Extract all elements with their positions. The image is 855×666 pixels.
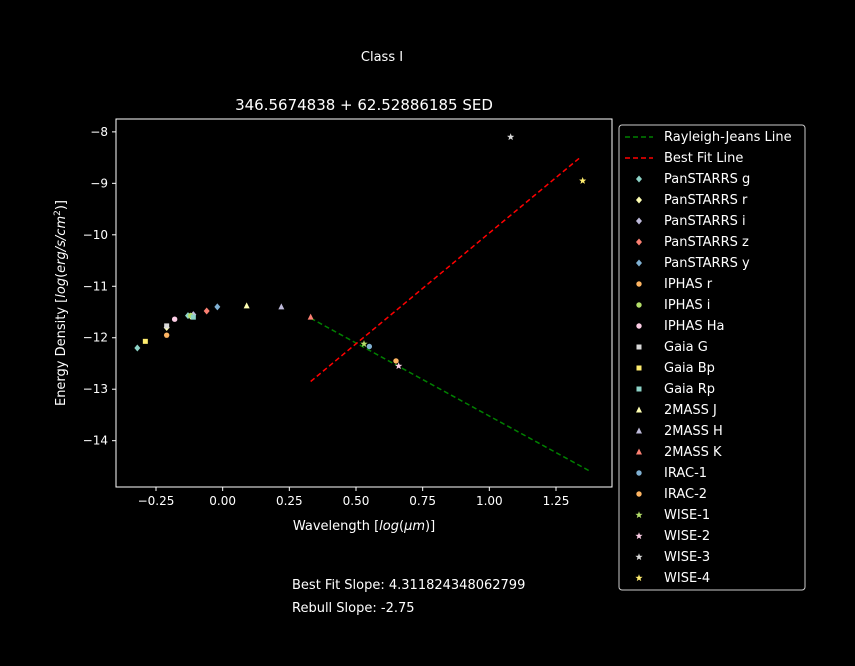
point-wise-4: [579, 176, 587, 184]
legend-label: IPHAS i: [664, 298, 710, 313]
data-points: [134, 133, 587, 370]
point-panstarrs-y: [214, 303, 221, 311]
legend-label: WISE-3: [664, 550, 710, 565]
y-tick-label: −12: [83, 331, 108, 345]
y-tick-label: −8: [90, 125, 108, 139]
legend-swatch: [636, 365, 642, 371]
legend: Rayleigh-Jeans Line Best Fit Line PanSTARR…: [618, 124, 806, 591]
legend-swatch: [635, 553, 643, 561]
legend-label: Gaia G: [664, 340, 708, 355]
legend-label: PanSTARRS y: [664, 256, 750, 271]
figure-suptitle: Class I: [361, 50, 403, 65]
rebull-slope-text: Rebull Slope: -2.75: [292, 601, 415, 616]
legend-swatch: [636, 491, 642, 497]
legend-label: 2MASS J: [664, 403, 717, 418]
legend-swatch: [635, 574, 643, 582]
legend-swatch: [636, 175, 642, 183]
chart-title: 346.5674838 + 62.52886185 SED: [235, 96, 493, 114]
point-2mass-h: [278, 303, 285, 310]
legend-label: IPHAS r: [664, 277, 713, 292]
y-tick-label: −11: [83, 279, 108, 293]
y-axis-label: Energy Density [log(erg/s/cm2)]: [53, 200, 69, 406]
point-wise-2: [395, 362, 403, 370]
legend-label: WISE-1: [664, 508, 710, 523]
legend-swatch: [636, 323, 642, 329]
series-line-rayleigh-jeans-line: [310, 317, 592, 473]
point-wise-1: [360, 340, 368, 347]
legend-label: 2MASS K: [664, 445, 722, 460]
y-tick-label: −9: [90, 176, 108, 190]
x-tick-label: 1.00: [476, 494, 503, 508]
legend-swatch: [636, 406, 642, 413]
legend-label: Gaia Rp: [664, 382, 715, 397]
legend-box: [618, 124, 806, 591]
y-tick-label: −10: [83, 228, 108, 242]
legend-label: PanSTARRS z: [664, 235, 749, 250]
fit-lines: [310, 157, 592, 473]
legend-label: Best Fit Line: [664, 151, 743, 166]
x-tick-label: 1.25: [543, 494, 570, 508]
x-tick-label: 0.75: [409, 494, 436, 508]
legend-swatch: [636, 196, 642, 204]
legend-swatch: [636, 344, 642, 350]
legend-swatch: [635, 511, 643, 519]
point-wise-3: [507, 133, 515, 141]
series-line-best-fit-line: [310, 157, 581, 383]
x-tick-label: −0.25: [138, 494, 175, 508]
legend-label: IRAC-1: [664, 466, 707, 481]
legend-swatch: [636, 281, 642, 287]
legend-label: 2MASS H: [664, 424, 723, 439]
plot-area: [115, 118, 613, 488]
legend-swatch: [636, 259, 642, 267]
point-iphas-r: [163, 332, 170, 338]
legend-label: WISE-2: [664, 529, 710, 544]
legend-swatch: [636, 386, 642, 392]
legend-swatch: [635, 532, 643, 540]
point-2mass-j: [243, 302, 250, 309]
x-tick-label: 0.25: [276, 494, 303, 508]
point-panstarrs-g: [134, 344, 141, 352]
legend-label: IPHAS Ha: [664, 319, 724, 334]
legend-label: WISE-4: [664, 571, 710, 586]
legend-swatch: [636, 302, 642, 308]
point-panstarrs-z: [203, 307, 210, 315]
best-fit-slope-text: Best Fit Slope: 4.311824348062799: [292, 578, 525, 593]
legend-swatch: [636, 238, 642, 246]
legend-swatch: [636, 427, 642, 434]
point-iphas-ha: [171, 316, 178, 322]
legend-label: PanSTARRS r: [664, 193, 748, 208]
y-axis-ticks: −8 −9 −10 −11 −12 −13 −14: [83, 125, 116, 448]
legend-swatch: [636, 448, 642, 455]
point-2mass-k: [307, 313, 314, 320]
y-tick-label: −13: [83, 382, 108, 396]
x-axis-label: Wavelength [log(μm)]: [293, 519, 435, 534]
legend-swatch: [636, 217, 642, 225]
point-irac-2: [393, 358, 399, 364]
point-gaia-bp: [142, 338, 148, 344]
legend-swatch: [636, 470, 642, 476]
x-axis-ticks: −0.25 0.00 0.25 0.50 0.75 1.00 1.25: [138, 487, 570, 508]
point-irac-1: [366, 343, 373, 350]
point-gaia-rp: [190, 314, 196, 320]
legend-label: IRAC-2: [664, 487, 707, 502]
x-tick-label: 0.50: [343, 494, 370, 508]
x-tick-label: 0.00: [209, 494, 236, 508]
legend-label: Rayleigh-Jeans Line: [664, 130, 792, 145]
point-gaia-g: [164, 323, 170, 329]
legend-label: Gaia Bp: [664, 361, 715, 376]
y-tick-label: −14: [83, 434, 108, 448]
legend-label: PanSTARRS g: [664, 172, 750, 187]
legend-label: PanSTARRS i: [664, 214, 746, 229]
